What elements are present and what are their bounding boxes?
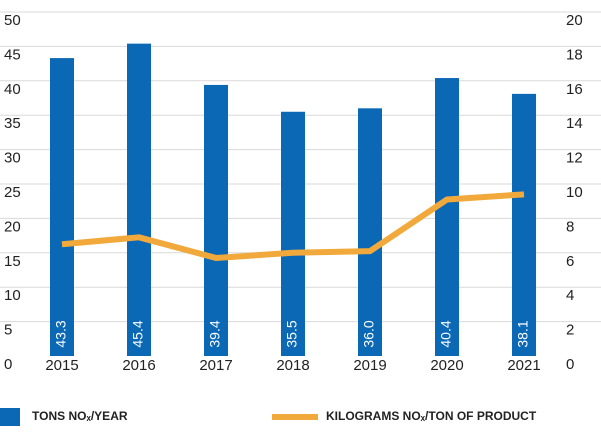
y2-tick-label: 4 (566, 287, 574, 304)
value-label: 35.5 (284, 320, 300, 347)
y-tick-label: 20 (4, 218, 21, 235)
y2-tick-label: 20 (566, 12, 583, 29)
y2-tick-label: 18 (566, 46, 583, 63)
legend-swatch (0, 408, 20, 426)
y2-tick-label: 12 (566, 150, 583, 167)
y-tick-label: 35 (4, 115, 21, 132)
bar (127, 43, 151, 356)
bar (512, 93, 536, 356)
y-tick-label: 0 (4, 356, 12, 373)
y2-tick-label: 14 (566, 115, 583, 132)
y2-tick-label: 16 (566, 81, 583, 98)
bar (281, 111, 305, 356)
y-tick-label: 5 (4, 322, 12, 339)
y-tick-label: 45 (4, 46, 21, 63)
bar (50, 58, 74, 356)
y2-tick-label: 2 (566, 322, 574, 339)
x-tick-label: 2018 (276, 357, 309, 374)
x-tick-label: 2019 (353, 357, 386, 374)
y-tick-label: 25 (4, 184, 21, 201)
bar (435, 78, 459, 356)
y-tick-label: 10 (4, 287, 21, 304)
y-tick-label: 15 (4, 253, 21, 270)
value-label: 38.1 (515, 320, 531, 347)
line (61, 191, 525, 261)
y-tick-label: 40 (4, 81, 21, 98)
legend-label: TONS NOₓ/YEAR (32, 409, 128, 423)
value-label: 39.4 (207, 320, 223, 347)
value-label: 45.4 (130, 320, 146, 347)
x-tick-label: 2016 (122, 357, 155, 374)
y2-tick-label: 8 (566, 218, 574, 235)
x-tick-label: 2017 (199, 357, 232, 374)
y2-tick-label: 0 (566, 356, 574, 373)
y-tick-label: 50 (4, 12, 21, 29)
y2-tick-label: 6 (566, 253, 574, 270)
x-tick-label: 2021 (507, 357, 540, 374)
x-tick-label: 2015 (45, 357, 78, 374)
y2-tick-label: 10 (566, 184, 583, 201)
bar (204, 84, 228, 356)
value-label: 36.0 (361, 320, 377, 347)
legend-label: KILOGRAMS NOₓ/TON OF PRODUCT (326, 409, 537, 423)
value-label: 40.4 (438, 320, 454, 347)
value-label: 43.3 (53, 320, 69, 347)
y-tick-label: 30 (4, 150, 21, 167)
bar (358, 108, 382, 356)
x-tick-label: 2020 (430, 357, 463, 374)
